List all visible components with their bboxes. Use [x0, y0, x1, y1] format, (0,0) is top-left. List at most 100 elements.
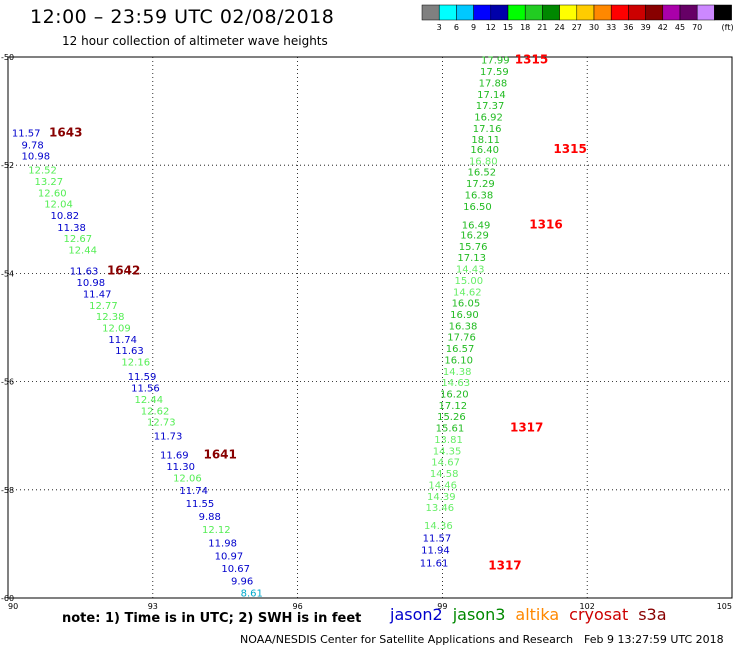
color-legend: 3 6 9 12 15 18 21 24 27 30 33 36 39 42 45 70 (ft) [421, 4, 734, 32]
wave-height-value: 17.13 [457, 253, 486, 264]
satellite-legend: jason2 jason3 altika cryosat s3a [390, 605, 677, 624]
legend-label: 12 [486, 23, 496, 32]
pass-label: 1643 [49, 126, 82, 140]
wave-height-value: 15.00 [454, 276, 483, 287]
legend-label: 15 [503, 23, 513, 32]
wave-height-value: 14.62 [453, 287, 482, 298]
wave-height-value: 17.12 [439, 401, 468, 412]
wave-height-value: 11.74 [108, 335, 137, 346]
satellite-altika: altika [515, 605, 560, 624]
wave-height-value: 11.63 [70, 267, 99, 278]
pass-label: 1641 [203, 448, 236, 462]
pass-label: 1317 [510, 421, 543, 435]
map-frame [7, 56, 733, 599]
wave-height-value: 14.36 [424, 521, 453, 532]
wave-height-value: 9.96 [231, 577, 253, 588]
wave-height-value: 14.38 [443, 367, 472, 378]
wave-height-value: 11.59 [128, 372, 157, 383]
wave-height-value: 11.69 [160, 451, 189, 462]
wave-height-value: 13.46 [426, 503, 455, 514]
wave-height-value: 16.50 [463, 202, 492, 213]
wave-height-value: 8.61 [241, 589, 263, 600]
wave-height-value: 15.26 [437, 412, 466, 423]
timestamp: Feb 9 13:27:59 UTC 2018 [584, 633, 724, 646]
wave-height-value: 13.27 [35, 177, 64, 188]
wave-height-value: 16.52 [467, 168, 496, 179]
wave-height-value: 12.52 [28, 166, 57, 177]
pass-label: 1315 [515, 53, 548, 67]
satellite-jason3: jason3 [452, 605, 506, 624]
wave-height-value: 16.29 [460, 230, 489, 241]
legend-label: 27 [572, 23, 582, 32]
wave-height-value: 17.76 [447, 333, 476, 344]
note-text: note: 1) Time is in UTC; 2) SWH is in fe… [62, 611, 362, 626]
wave-height-value: 11.63 [115, 346, 144, 357]
wave-height-value: 12.73 [147, 418, 176, 429]
wave-height-value: 12.62 [141, 406, 170, 417]
wave-height-value: 16.20 [440, 390, 469, 401]
wave-height-value: 16.92 [474, 113, 503, 124]
wave-height-value: 16.90 [450, 310, 479, 321]
pass-label: 1315 [553, 142, 586, 156]
wave-height-value: 18.11 [471, 135, 500, 146]
wave-height-value: 16.40 [470, 145, 499, 156]
lon-tick-label: 93 [148, 602, 158, 611]
wave-height-value: 12.06 [173, 473, 202, 484]
wave-height-value: 11.55 [186, 499, 215, 510]
wave-height-value: 16.38 [465, 190, 494, 201]
legend-label: 45 [675, 23, 685, 32]
wave-height-value: 14.43 [456, 265, 485, 276]
wave-height-value: 12.04 [44, 200, 73, 211]
wave-height-value: 14.67 [431, 458, 460, 469]
legend-label: 70 [692, 23, 702, 32]
legend-unit: (ft) [722, 23, 734, 32]
wave-height-value: 14.58 [430, 469, 459, 480]
lat-tick-label: -60 [1, 594, 14, 603]
wave-height-value: 16.80 [469, 156, 498, 167]
wave-height-value: 16.57 [446, 344, 475, 355]
wave-height-value: 11.61 [420, 558, 449, 569]
wave-height-value: 12.67 [64, 234, 93, 245]
wave-height-value: 16.05 [452, 299, 481, 310]
legend-label: 36 [623, 23, 633, 32]
wave-height-value: 11.56 [131, 384, 160, 395]
wave-height-value: 12.60 [38, 188, 67, 199]
wave-height-value: 16.10 [444, 355, 473, 366]
wave-height-value: 15.76 [459, 242, 488, 253]
lat-tick-label: -56 [1, 378, 14, 387]
legend-label: 39 [641, 23, 651, 32]
wave-height-value: 11.98 [208, 538, 237, 549]
wave-height-value: 9.78 [22, 141, 44, 152]
legend-swatch [714, 4, 732, 21]
lon-tick-label: 105 [717, 602, 732, 611]
legend-label: 6 [454, 23, 459, 32]
wave-height-value: 11.94 [421, 545, 450, 556]
wave-height-value: 17.99 [481, 56, 510, 67]
legend-label: 9 [471, 23, 476, 32]
wave-height-value: 11.74 [179, 486, 208, 497]
wave-height-value: 11.47 [83, 289, 112, 300]
legend-label: 33 [606, 23, 616, 32]
page-subtitle: 12 hour collection of altimeter wave hei… [62, 34, 328, 48]
wave-height-value: 15.61 [436, 424, 465, 435]
wave-height-value: 12.16 [121, 358, 150, 369]
wave-height-value: 10.98 [77, 278, 106, 289]
wave-height-value: 17.59 [480, 67, 509, 78]
wave-height-value: 11.57 [12, 129, 41, 140]
legend-label: 3 [437, 23, 442, 32]
wave-height-value: 17.88 [479, 78, 508, 89]
wave-height-value: 17.29 [466, 179, 495, 190]
legend-label: 30 [589, 23, 599, 32]
pass-label: 1642 [107, 264, 140, 278]
wave-height-value: 12.44 [68, 246, 97, 257]
lon-tick-label: 99 [437, 602, 447, 611]
lat-tick-label: -54 [1, 269, 14, 278]
pass-label: 1317 [488, 559, 521, 573]
wave-height-value: 10.82 [50, 211, 79, 222]
wave-height-value: 14.39 [427, 492, 456, 503]
wave-height-value: 10.98 [22, 151, 51, 162]
legend-label: 21 [537, 23, 547, 32]
wave-height-value: 16.49 [462, 221, 491, 232]
lon-tick-label: 96 [293, 602, 303, 611]
